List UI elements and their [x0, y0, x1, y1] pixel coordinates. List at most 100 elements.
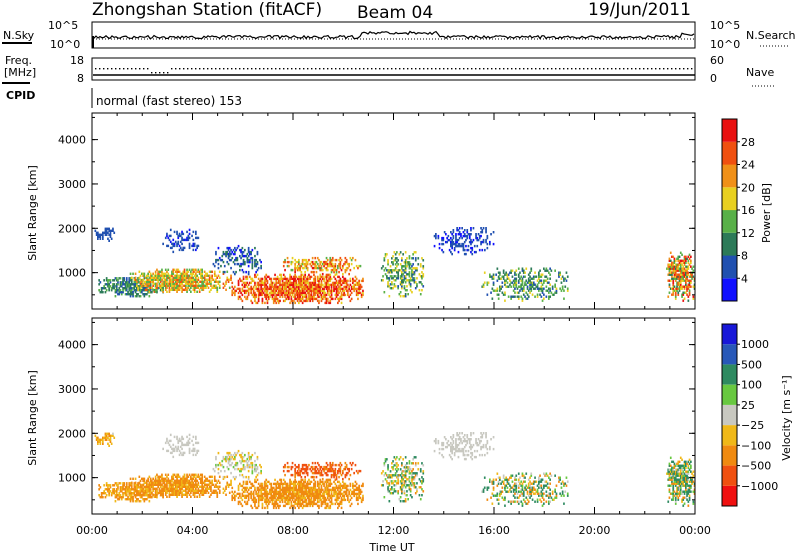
range-cell	[305, 467, 308, 471]
range-cell	[193, 485, 196, 488]
range-cell	[331, 467, 334, 471]
range-cell	[338, 299, 340, 303]
range-cell	[255, 492, 257, 496]
range-cell	[445, 233, 447, 236]
range-cell	[338, 492, 340, 496]
range-cell	[492, 281, 495, 284]
range-cell	[198, 272, 201, 275]
range-cell	[342, 471, 344, 475]
range-cell	[102, 442, 104, 445]
range-cell	[173, 242, 176, 246]
range-cell	[201, 276, 203, 279]
range-cell	[397, 287, 399, 290]
range-cell	[303, 285, 305, 289]
range-cell	[414, 257, 417, 260]
range-cell	[335, 490, 338, 494]
range-cell	[389, 283, 392, 286]
range-cell	[309, 492, 311, 496]
range-cell	[197, 278, 200, 281]
range-cell	[147, 272, 149, 275]
range-cell	[335, 486, 338, 490]
range-cell	[182, 232, 185, 236]
range-cell	[143, 272, 146, 275]
range-cell	[316, 279, 319, 283]
range-cell	[476, 236, 479, 240]
range-cell	[138, 295, 141, 298]
range-cell	[242, 254, 245, 258]
range-cell	[387, 285, 389, 288]
range-cell	[514, 273, 516, 276]
range-cell	[130, 283, 133, 286]
range-cell	[299, 266, 301, 270]
range-cell	[247, 293, 250, 297]
range-cell	[157, 479, 159, 482]
range-cell	[173, 286, 176, 289]
range-cell	[177, 276, 180, 279]
range-cell	[335, 496, 338, 500]
range-cell	[269, 490, 271, 494]
range-cell	[177, 242, 180, 246]
range-cell	[325, 473, 328, 477]
range-cell	[171, 280, 173, 283]
range-cell	[330, 264, 333, 268]
range-cell	[402, 281, 404, 284]
range-cell	[325, 461, 328, 465]
range-cell	[506, 275, 509, 278]
range-cell	[314, 486, 317, 490]
range-cell	[179, 272, 182, 275]
range-cell	[325, 480, 328, 484]
nave-dot	[187, 68, 189, 70]
range-cell	[310, 264, 313, 268]
range-cell	[690, 261, 692, 264]
range-cell	[308, 293, 310, 297]
range-cell	[212, 483, 215, 486]
range-cell	[260, 264, 262, 268]
range-cell	[117, 494, 119, 497]
range-cell	[296, 295, 299, 299]
nave-dot	[395, 68, 397, 70]
range-cell	[251, 498, 254, 502]
range-cell	[349, 293, 352, 297]
range-cell	[288, 502, 290, 506]
range-cell	[298, 275, 300, 279]
range-cell	[257, 289, 260, 293]
range-cell	[208, 270, 211, 273]
range-cell	[139, 285, 142, 288]
range-cell	[282, 287, 285, 291]
range-cell	[290, 289, 293, 293]
range-cell	[98, 440, 100, 443]
range-cell	[299, 494, 301, 498]
range-cell	[300, 270, 303, 274]
range-cell	[202, 489, 205, 492]
range-cell	[181, 232, 183, 236]
range-cell	[321, 291, 324, 295]
range-cell	[182, 284, 185, 287]
range-cell	[409, 279, 412, 282]
range-cell	[466, 248, 469, 252]
range-cell	[225, 250, 227, 254]
range-cell	[326, 494, 329, 498]
range-cell	[334, 287, 337, 291]
range-cell	[482, 240, 485, 244]
range-cell	[299, 473, 301, 477]
range-cell	[211, 270, 213, 273]
range-cell	[673, 277, 676, 280]
range-cell	[541, 291, 544, 294]
range-cell	[280, 283, 283, 287]
range-cell	[340, 268, 343, 272]
range-cell	[305, 289, 308, 293]
range-cell	[686, 279, 688, 282]
range-cell	[218, 270, 221, 273]
range-cell	[673, 289, 676, 292]
range-cell	[313, 270, 315, 274]
range-cell	[279, 273, 281, 277]
range-cell	[318, 506, 320, 510]
range-cell	[334, 463, 337, 467]
range-cell	[163, 278, 166, 281]
range-cell	[319, 467, 322, 471]
range-cell	[277, 484, 280, 488]
range-cell	[105, 279, 108, 282]
range-cell	[103, 436, 105, 439]
range-cell	[195, 272, 197, 275]
range-cell	[226, 260, 229, 264]
